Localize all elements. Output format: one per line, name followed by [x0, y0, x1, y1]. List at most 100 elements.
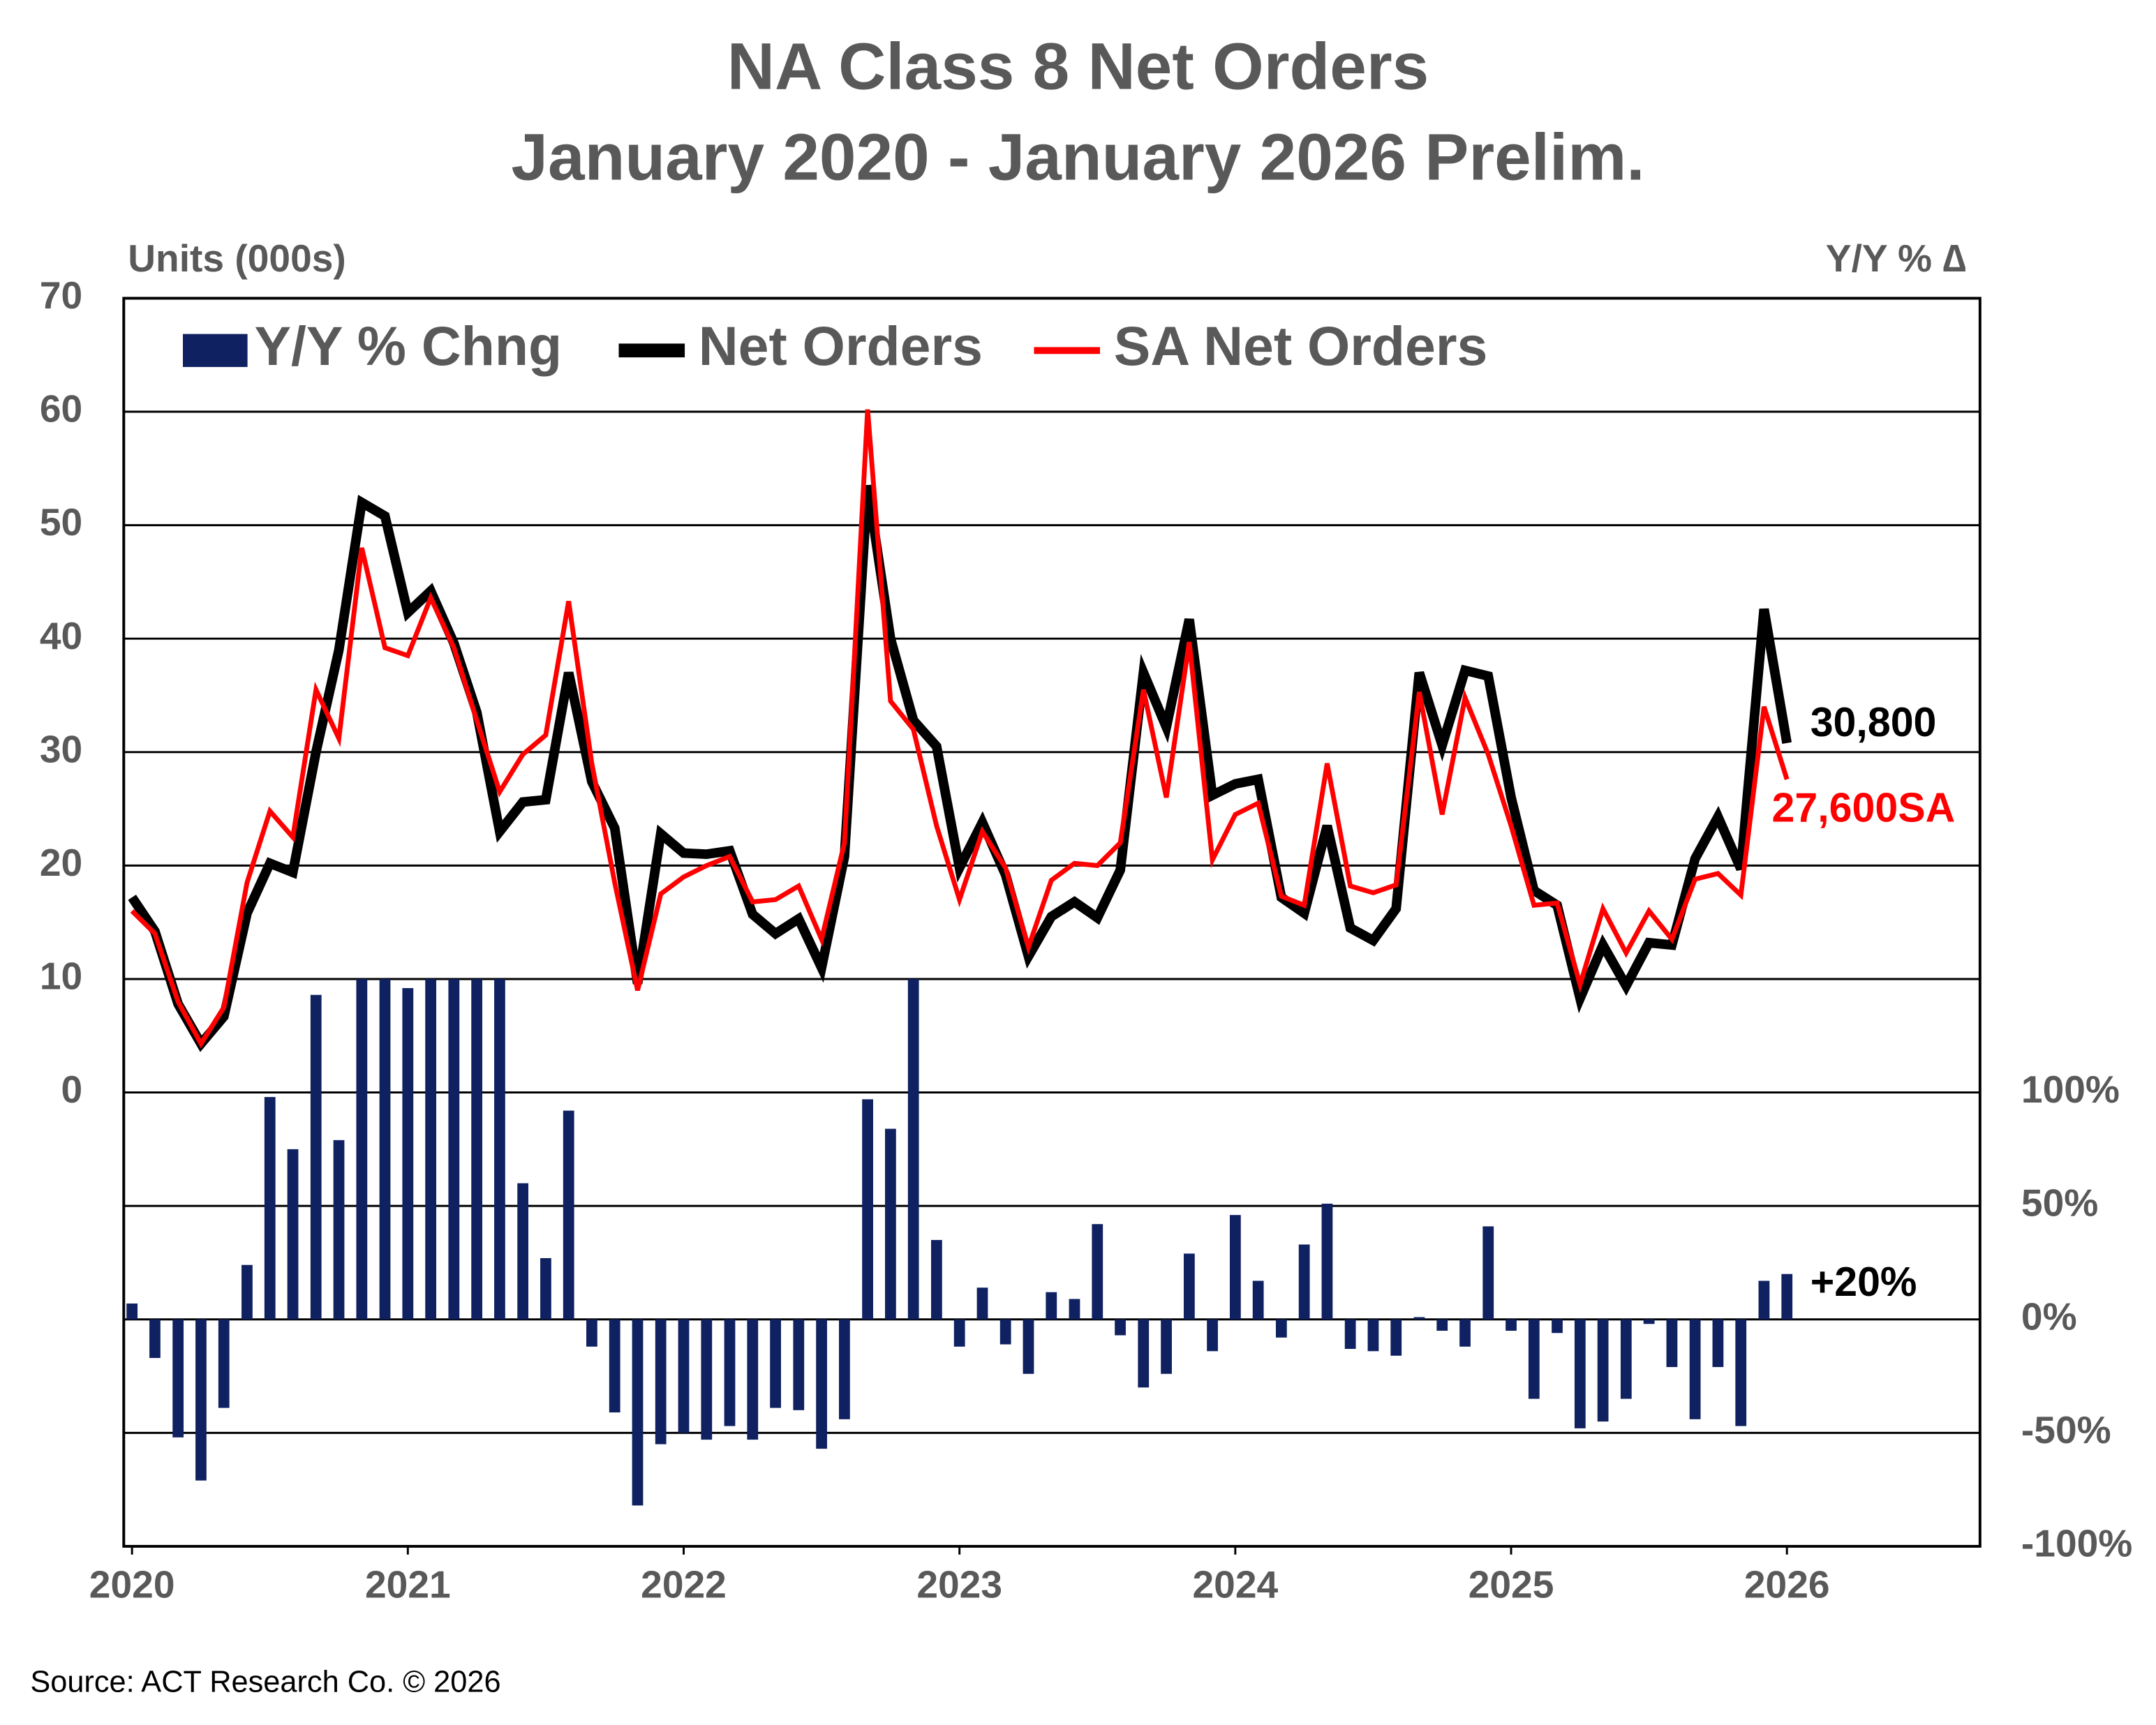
bar [1275, 1319, 1287, 1338]
end-label: +20% [1811, 1259, 1917, 1305]
y2-tick-label: 0% [2021, 1294, 2077, 1338]
chart-title: NA Class 8 Net Orders [727, 29, 1429, 103]
chart-subtitle: January 2020 - January 2026 Prelim. [511, 120, 1644, 194]
bar [701, 1319, 713, 1440]
bar [976, 1287, 988, 1320]
bar [1459, 1319, 1471, 1347]
bar [356, 978, 368, 1320]
bar [1436, 1319, 1448, 1331]
bar [448, 978, 460, 1320]
legend-label: Y/Y % Chng [254, 315, 562, 377]
bar [999, 1319, 1011, 1345]
bar [1161, 1319, 1172, 1374]
bar [1735, 1319, 1747, 1426]
bar [839, 1319, 850, 1419]
bar [1482, 1226, 1494, 1320]
y2-tick-label: 50% [2021, 1181, 2098, 1225]
bar [471, 978, 483, 1320]
bar [724, 1319, 736, 1426]
bar [632, 1319, 644, 1506]
bar [1207, 1319, 1218, 1352]
bar [586, 1319, 597, 1347]
bar [1758, 1280, 1770, 1320]
bar [816, 1319, 827, 1449]
bar [172, 1319, 184, 1438]
y-axis-label: Units (000s) [128, 237, 346, 280]
bar [241, 1264, 253, 1320]
axes: 0 10 20 30 40 50 60 70 -100% -50% 0% 50% 100% 2020 202… [40, 274, 2133, 1606]
bar [1506, 1319, 1517, 1331]
bar [1666, 1319, 1678, 1368]
bar [1183, 1253, 1195, 1320]
x-tick-label: 2025 [1469, 1563, 1554, 1606]
bar [793, 1319, 805, 1410]
bar [379, 978, 391, 1320]
bar [907, 978, 919, 1320]
legend-swatch [183, 334, 248, 367]
bar [1229, 1215, 1241, 1320]
bar [678, 1319, 690, 1433]
y-tick-label: 60 [40, 387, 82, 431]
y-tick-label: 20 [40, 841, 82, 884]
bar [1092, 1224, 1103, 1320]
bar [218, 1319, 230, 1408]
y-tick-label: 0 [61, 1068, 83, 1111]
bar [310, 994, 322, 1320]
bar [1023, 1319, 1034, 1374]
bar [149, 1319, 161, 1359]
line-series [128, 484, 1792, 1052]
y2-tick-label: -50% [2021, 1408, 2111, 1451]
bar [1298, 1244, 1310, 1320]
bar [287, 1149, 299, 1320]
legend-label: Net Orders [699, 315, 983, 377]
bar [1689, 1319, 1701, 1419]
bar [747, 1319, 759, 1440]
bar [425, 978, 437, 1320]
bar [953, 1319, 965, 1347]
bar [1413, 1317, 1425, 1320]
bar [1252, 1280, 1264, 1320]
bar [540, 1257, 551, 1320]
bar [1069, 1299, 1080, 1320]
y2-tick-label: -100% [2021, 1522, 2132, 1565]
plot-frame [122, 297, 1982, 1548]
x-tick-label: 2020 [89, 1563, 175, 1606]
bar [655, 1319, 667, 1444]
bar [1528, 1319, 1540, 1399]
x-tick-label: 2026 [1744, 1563, 1830, 1606]
y2-axis-label: Y/Y % ∆ [1826, 237, 1966, 280]
bar [333, 1140, 345, 1320]
end-label: 27,600SA [1772, 785, 1956, 831]
bar [885, 1128, 896, 1320]
y-tick-label: 50 [40, 500, 82, 544]
bar [1115, 1319, 1126, 1336]
bar [931, 1239, 942, 1320]
x-tick-label: 2024 [1193, 1563, 1279, 1606]
end-label: 30,800 [1811, 699, 1937, 745]
bar [517, 1183, 529, 1320]
bar [1552, 1319, 1563, 1334]
x-tick-label: 2023 [916, 1563, 1002, 1606]
bar [1574, 1319, 1586, 1428]
y-tick-label: 10 [40, 955, 82, 998]
bar [862, 1099, 873, 1320]
bar [126, 1303, 138, 1320]
y-tick-label: 40 [40, 614, 82, 657]
bar [195, 1319, 207, 1481]
bar [770, 1319, 781, 1408]
bar [1321, 1203, 1333, 1320]
bar [494, 978, 505, 1320]
y-tick-label: 70 [40, 274, 82, 317]
line-series [130, 409, 1790, 1049]
bar [402, 987, 414, 1320]
bar [1138, 1319, 1150, 1388]
bar [264, 1097, 276, 1320]
bar [1781, 1274, 1793, 1320]
x-tick-label: 2022 [641, 1563, 727, 1606]
legend-label: SA Net Orders [1114, 315, 1488, 377]
bar [1597, 1319, 1609, 1422]
bar [609, 1319, 620, 1413]
y-tick-label: 30 [40, 727, 82, 770]
bar [1643, 1319, 1655, 1324]
